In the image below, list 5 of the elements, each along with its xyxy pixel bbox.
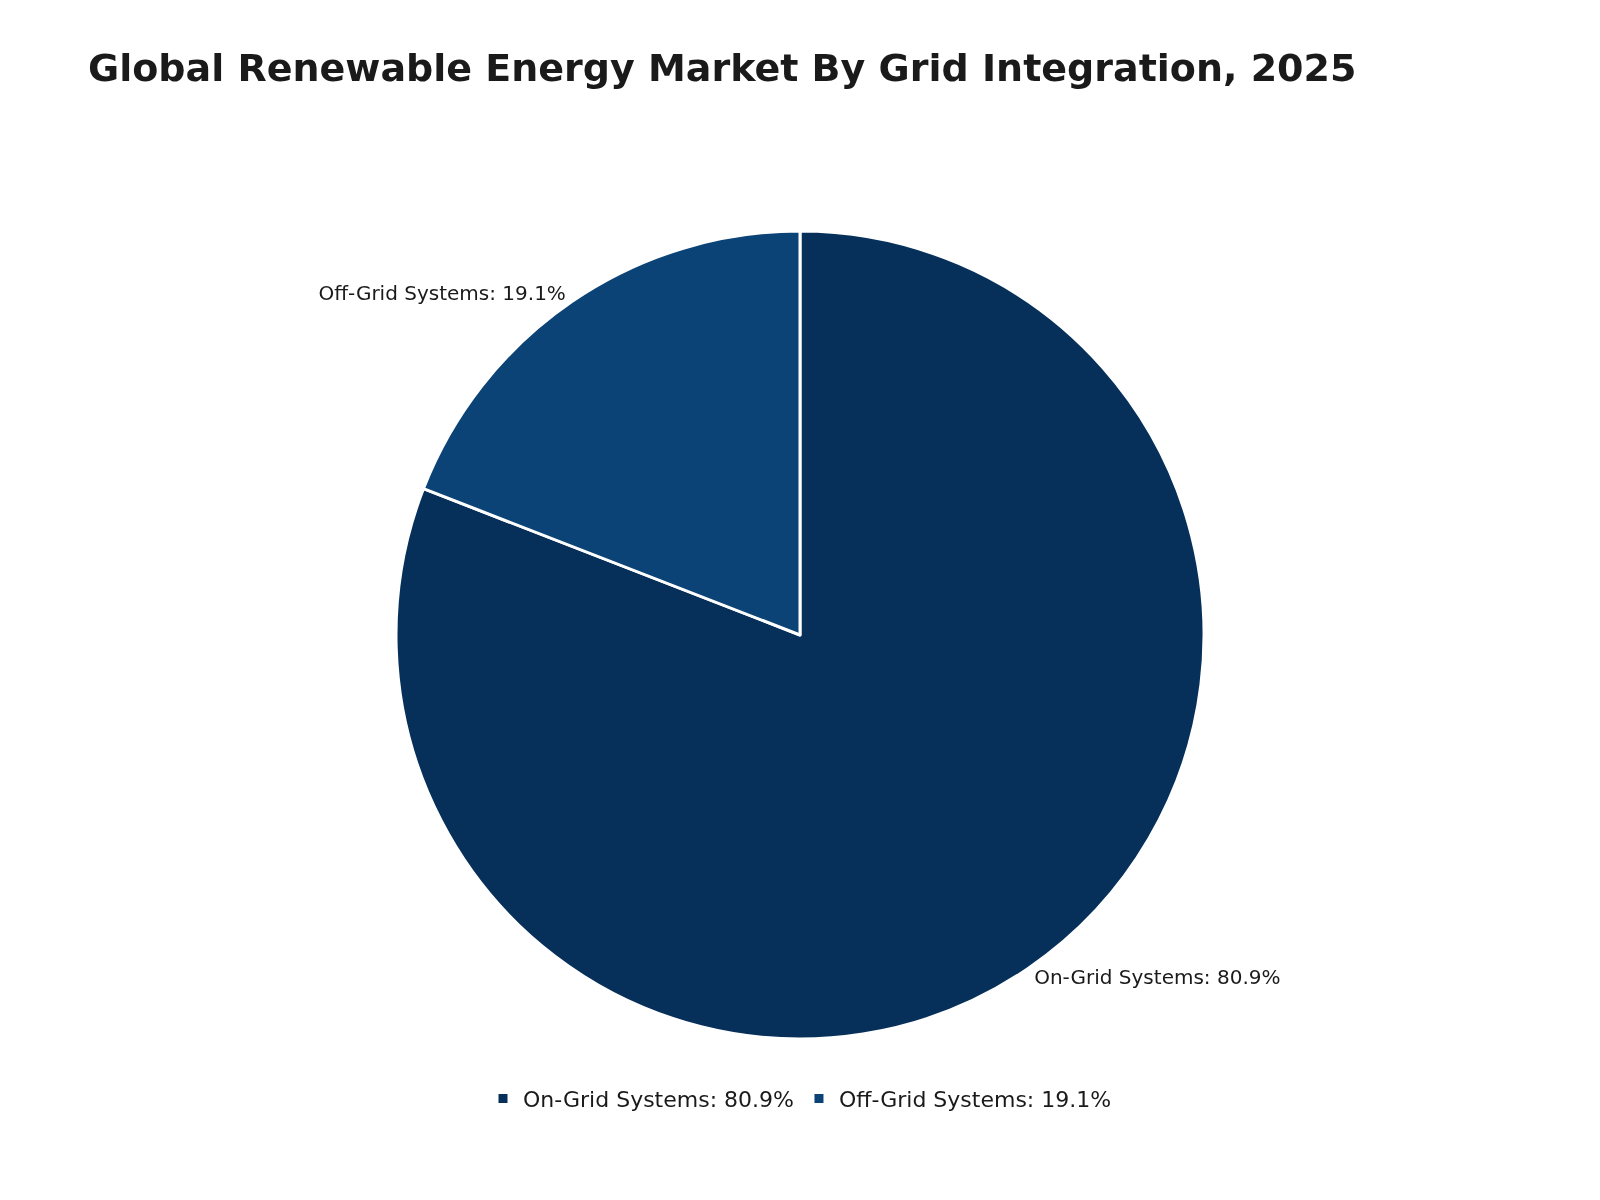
- slice-label: Off-Grid Systems: 19.1%: [318, 281, 566, 306]
- legend-label: Off-Grid Systems: 19.1%: [838, 1087, 1112, 1113]
- legend-label: On-Grid Systems: 80.9%: [523, 1087, 794, 1113]
- slice-label: On-Grid Systems: 80.9%: [1034, 964, 1281, 989]
- chart-title: Global Renewable Energy Market By Grid Integration, 2025: [88, 45, 1357, 90]
